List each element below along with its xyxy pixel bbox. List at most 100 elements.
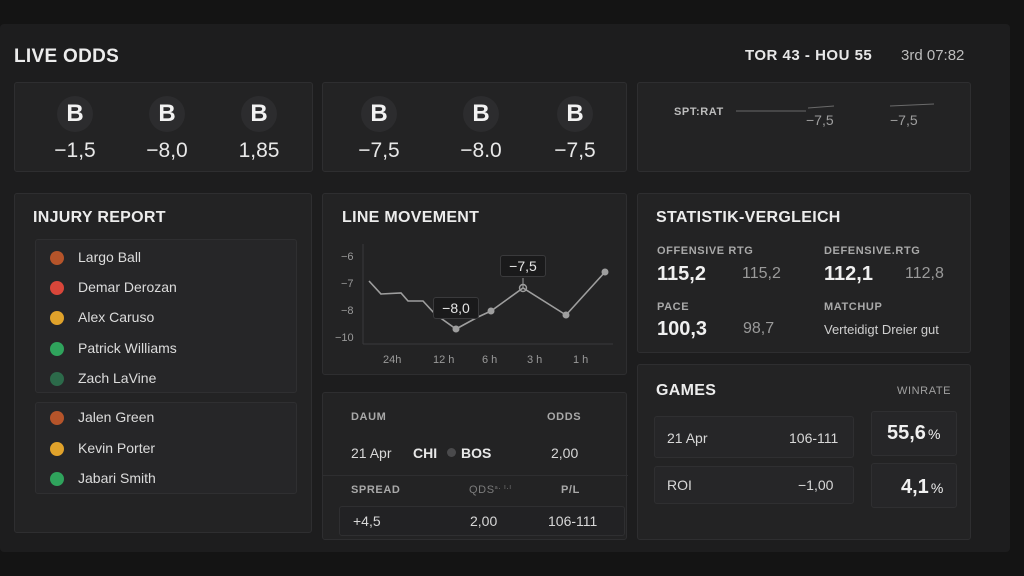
roi-percent-box: 4,1% [871,463,957,508]
x-tick-label: 1 h [573,354,588,366]
col-header-qds: QDSᵃ· ᴵ·ᴵ [469,484,512,496]
game-date: 21 Apr [667,430,708,446]
line-series [368,271,606,330]
roi-row[interactable]: ROI −1,00 [654,466,854,504]
odds-value[interactable]: −8.0 [460,139,502,162]
offensive-rating-value: 115,2 [657,263,706,285]
roi-value: −1,00 [798,477,834,493]
defensive-rating-label: DEFENSIVE.RTG [824,245,921,257]
bookmaker-badge: B [361,96,397,132]
pace-label: PACE [657,301,690,313]
bookmaker-badge: B [149,96,185,132]
col-header-odds: ODDS [547,411,582,423]
vs-dot-icon [447,448,456,457]
status-dot-icon [50,281,64,295]
bet-spread: +4,5 [353,513,381,529]
player-name[interactable]: Jabari Smith [78,470,156,486]
y-tick-label: −8 [341,305,354,317]
defensive-rating-value: 112,1 [824,263,873,285]
col-header-date: DAUM [351,411,387,423]
roi-label: ROI [667,477,692,493]
odds-value[interactable]: −7,5 [554,139,596,162]
player-name[interactable]: Kevin Porter [78,440,156,456]
bet-date: 21 Apr [351,445,392,461]
odds-value[interactable]: −1,5 [54,139,96,162]
pace-opponent: 98,7 [743,320,775,337]
player-name[interactable]: Patrick Williams [78,340,177,356]
pace-value: 100,3 [657,318,708,340]
bookmaker-badge: B [557,96,593,132]
spt-value: −7,5 [890,112,918,128]
injury-report-panel: INJURY REPORT Largo Ball Demar Derozan A… [14,193,312,533]
stats-comparison-panel: STATISTIK-VERGLEICH OFFENSIVE RTG 115,2 … [637,193,971,353]
team-a[interactable]: CHI [413,445,438,461]
offensive-rating-opponent: 115,2 [742,265,781,282]
injury-report-title: INJURY REPORT [33,209,166,226]
status-dot-icon [50,472,64,486]
basketball-icon [50,251,64,265]
games-title: GAMES [656,382,717,399]
x-tick-label: 3 h [527,354,542,366]
odds-value[interactable]: −7,5 [358,139,400,162]
data-point [487,307,495,315]
odds-panel-main: B −1,5 B −8,0 B 1,85 [14,82,313,172]
odds-value[interactable]: −8,0 [146,139,188,162]
status-dot-icon [50,311,64,325]
spt-sparkline [736,103,935,112]
line-movement-chart: −6 −7 −8 −10 24h 12 h 6 h 3 h 1 h [335,244,613,366]
offensive-rating-label: OFFENSIVE RTG [657,245,754,257]
injury-list-team-b: Jalen Green Kevin Porter Jabari Smith [35,402,297,494]
status-dot-icon [50,342,64,356]
bookmaker-badge: B [463,96,499,132]
bet-pl: 106-111 [548,513,598,529]
odds-panel-spread: B −7,5 B −8.0 B −7,5 [322,82,627,172]
player-name[interactable]: Zach LaVine [78,370,157,386]
roi-percent: 4,1% [901,476,944,498]
y-tick-label: −6 [341,251,354,263]
player-name[interactable]: Alex Caruso [78,309,155,325]
defensive-rating-opponent: 112,8 [905,265,944,282]
status-dot-icon [50,442,64,456]
spt-value: −7,5 [806,112,834,128]
player-name[interactable]: Jalen Green [78,409,155,425]
odds-value[interactable]: 1,85 [238,139,280,162]
data-point [562,311,570,319]
y-tick-label: −7 [341,278,354,290]
winrate-value: 55,6% [887,422,941,444]
bookmaker-badge: B [57,96,93,132]
spt-rating-panel: SPT:RAT −7,5 −7,5 [637,82,971,172]
y-tick-label: −10 [335,332,354,344]
basketball-icon [50,411,64,425]
game-score: 106-111 [789,430,839,446]
game-clock: 3rd 07:82 [901,47,965,64]
col-header-spread: SPREAD [351,484,401,496]
games-panel: GAMES WINRATE 21 Apr 106-111 55,6% ROI −… [637,364,971,540]
matchup-text: Verteidigt Dreier gut [824,322,939,337]
spt-label: SPT:RAT [674,106,724,118]
x-tick-label: 12 h [433,354,454,366]
game-row[interactable]: 21 Apr 106-111 [654,416,854,458]
injury-list-team-a: Largo Ball Demar Derozan Alex Caruso Pat… [35,239,297,393]
divider [323,475,628,476]
winrate-box: 55,6% [871,411,957,456]
bet-odds: 2,00 [551,445,579,461]
col-header-pl: P/L [561,484,580,496]
player-name[interactable]: Largo Ball [78,249,142,265]
x-tick-label: 24h [383,354,401,366]
data-point [601,268,609,276]
x-tick-label: 6 h [482,354,497,366]
bet-qds: 2,00 [470,513,498,529]
data-point [452,325,460,333]
live-score: TOR 43 - HOU 55 [745,47,873,64]
player-name[interactable]: Demar Derozan [78,279,177,295]
team-b[interactable]: BOS [461,445,492,461]
line-movement-title: LINE MOVEMENT [342,209,480,226]
table-row: +4,5 2,00 106-111 [339,506,625,536]
bookmaker-badge: B [241,96,277,132]
bet-detail-panel: DAUM ODDS 21 Apr CHI BOS 2,00 SPREAD QDS… [322,392,628,540]
page-title: LIVE ODDS [14,46,120,67]
winrate-label: WINRATE [897,385,952,397]
chart-callout: −8,0 [433,297,479,319]
status-dot-icon [50,372,64,386]
chart-callout: −7,5 [500,255,546,277]
